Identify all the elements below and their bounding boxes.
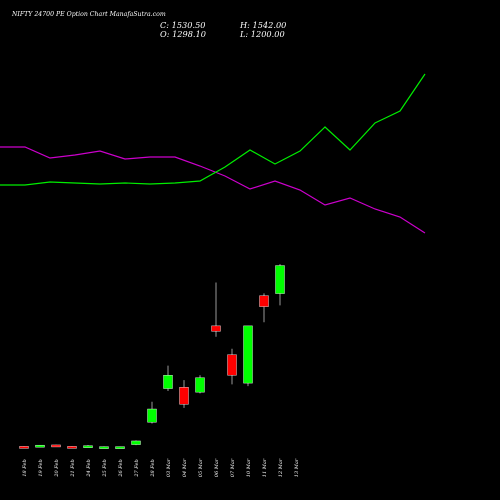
x-tick-label: 27 Feb <box>134 459 140 477</box>
x-tick-label: 28 Feb <box>150 459 156 477</box>
candle-down <box>179 387 189 405</box>
candle-up <box>83 445 93 448</box>
x-tick-label: 04 Mar <box>182 458 188 477</box>
x-tick-label: 21 Feb <box>70 459 76 477</box>
candle-up <box>275 265 285 294</box>
chart-title: NIFTY 24700 PE Option Chart ManafaSutra.… <box>12 11 166 18</box>
x-tick-label: 20 Feb <box>54 459 60 477</box>
x-tick-label: 07 Mar <box>230 458 236 477</box>
x-tick-label: 10 Mar <box>246 458 252 477</box>
candle-down <box>211 325 221 332</box>
x-tick-label: 18 Feb <box>22 459 28 476</box>
x-tick-label: 05 Mar <box>198 458 204 477</box>
x-tick-label: 19 Feb <box>38 459 44 476</box>
candle-down <box>259 295 269 307</box>
candle-down <box>67 446 77 449</box>
candle-up <box>147 408 157 423</box>
candle-down <box>227 354 237 376</box>
x-axis-labels: 18 Feb 19 Feb 20 Feb 21 Feb 24 Feb 25 Feb 26 F… <box>22 458 300 477</box>
x-tick-label: 06 Mar <box>214 458 220 477</box>
x-tick-label: 12 Mar <box>278 458 284 477</box>
x-tick-label: 26 Feb <box>118 459 124 477</box>
candle-up <box>35 444 45 448</box>
x-tick-label: 11 Mar <box>262 458 268 477</box>
open-value: O: 1298.10 <box>160 29 206 39</box>
candle-down <box>51 444 61 448</box>
x-tick-label: 03 Mar <box>166 458 172 477</box>
candle-up <box>195 377 205 393</box>
magenta-series-line <box>0 146 426 234</box>
candle-up <box>163 375 173 389</box>
candle-up <box>99 446 109 449</box>
candle-down <box>19 446 29 449</box>
candle-up <box>115 446 125 449</box>
high-value: H: 1542.00 <box>240 20 287 30</box>
green-series-line <box>0 73 426 186</box>
close-value: C: 1530.50 <box>160 20 206 30</box>
candle-up <box>243 325 253 384</box>
overlay-lines <box>0 73 426 234</box>
low-value: L: 1200.00 <box>240 29 285 39</box>
candle-up <box>131 440 141 445</box>
x-tick-label: 13 Mar <box>294 458 300 477</box>
candles <box>19 264 285 449</box>
x-tick-label: 25 Feb <box>102 459 108 477</box>
x-tick-label: 24 Feb <box>86 459 92 477</box>
